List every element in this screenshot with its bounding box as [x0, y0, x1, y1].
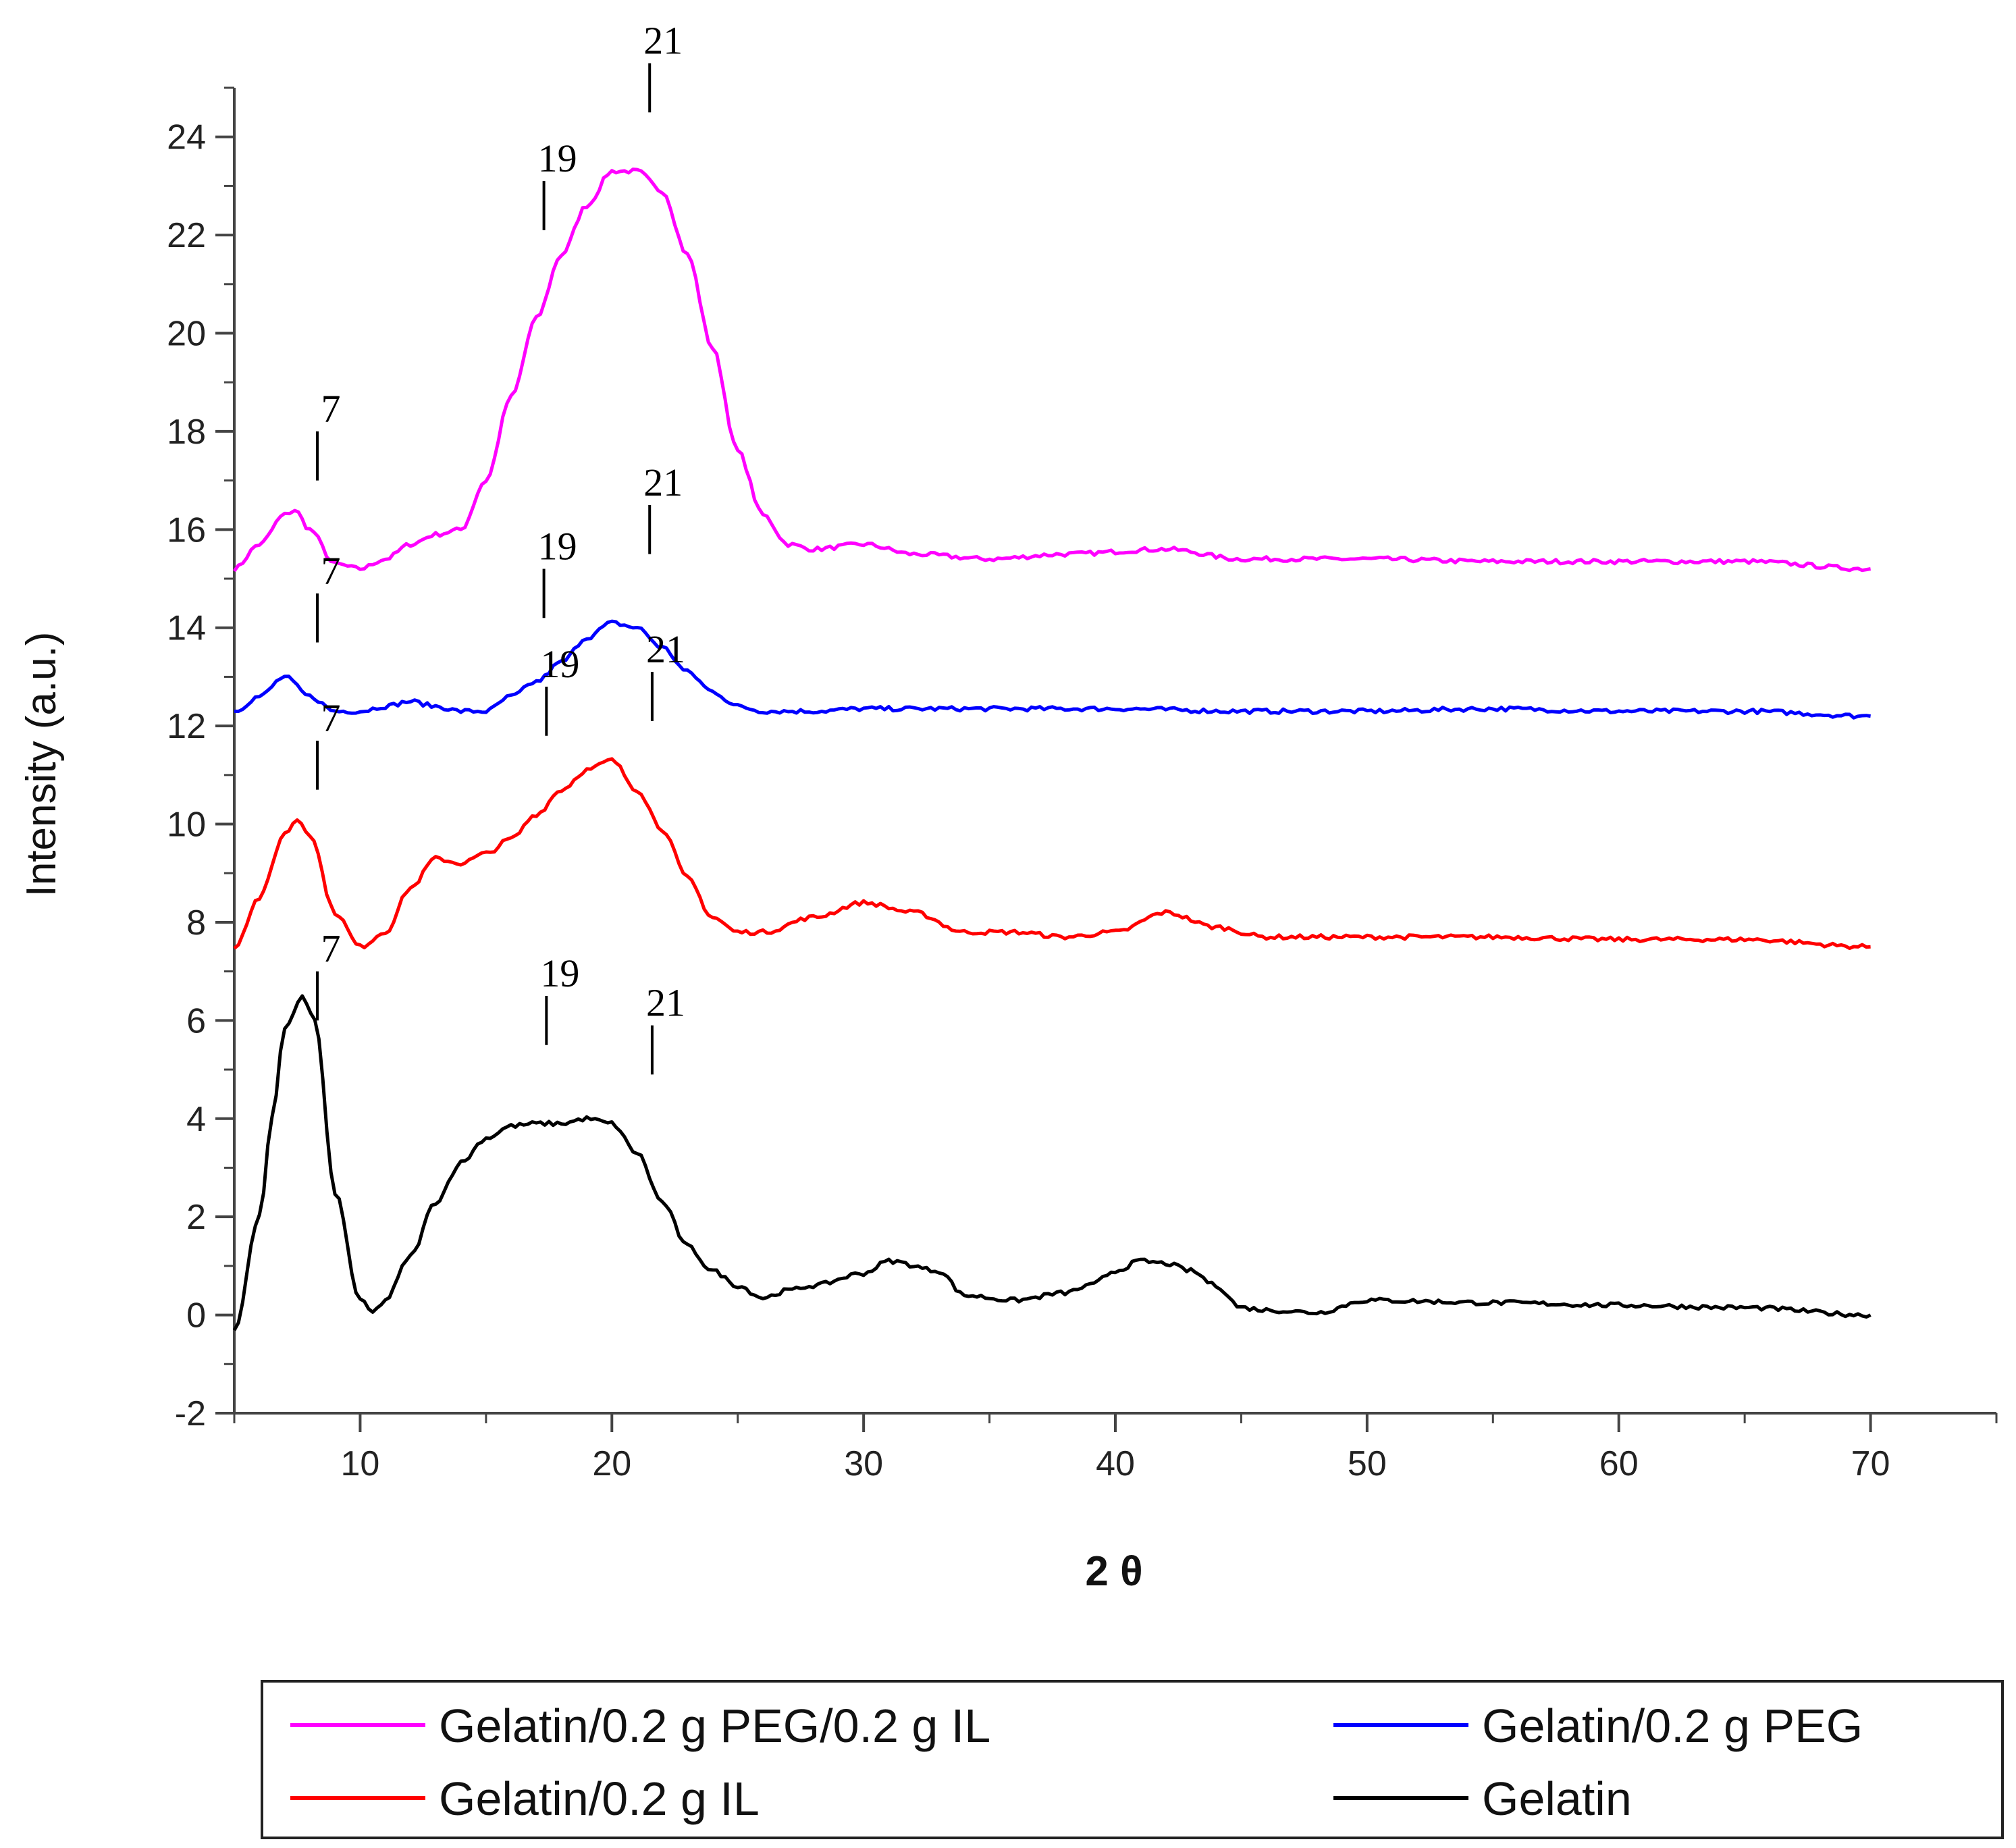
peak-label: 21: [646, 627, 685, 671]
y-tick-label: 14: [167, 609, 206, 648]
y-tick-label: 18: [167, 413, 206, 452]
y-axis-title: Intensity (a.u.): [18, 632, 65, 897]
peak-label: 19: [540, 642, 579, 686]
x-tick-label: 10: [341, 1444, 380, 1483]
series-layer: [232, 167, 1872, 1331]
peak-label: 21: [643, 19, 683, 63]
legend-label: Gelatin/0.2 g PEG: [1482, 1699, 1863, 1752]
legend: Gelatin/0.2 g PEG/0.2 g IL Gelatin/0.2 g …: [261, 1680, 2004, 1839]
series-line-1: [234, 619, 1871, 720]
y-tick-label: 10: [167, 806, 206, 845]
x-tick-label: 50: [1348, 1444, 1387, 1483]
peak-label: 7: [321, 549, 341, 593]
legend-label: Gelatin/0.2 g PEG/0.2 g IL: [439, 1699, 990, 1752]
peak-label: 21: [646, 981, 685, 1025]
peak-label: 21: [643, 460, 683, 504]
y-tick-label: 24: [167, 118, 206, 157]
y-tick-label: 2: [186, 1198, 206, 1237]
y-tick-label: -2: [175, 1394, 206, 1433]
y-tick-label: 8: [186, 903, 206, 943]
x-tick-label: 60: [1599, 1444, 1639, 1483]
y-tick-label: 6: [186, 1001, 206, 1040]
x-tick-label: 20: [592, 1444, 631, 1483]
peak-label: 7: [321, 696, 341, 740]
y-tick-label: 4: [186, 1100, 206, 1139]
annotation-layer: 7 19 21 7 19 21 7 19 21 7 19 21: [316, 19, 685, 1075]
series-line-3: [232, 994, 1872, 1331]
y-tick-label: 0: [186, 1296, 206, 1336]
series-line-0: [232, 167, 1872, 573]
x-axis-title: 2 θ: [1085, 1548, 1142, 1595]
x-tick-label: 40: [1096, 1444, 1135, 1483]
y-tick-label: 16: [167, 510, 206, 550]
peak-label: 7: [321, 927, 341, 971]
peak-label: 19: [540, 951, 579, 995]
series-line-2: [233, 757, 1871, 950]
x-tick-label: 30: [844, 1444, 883, 1483]
legend-label: Gelatin/0.2 g IL: [439, 1772, 760, 1825]
legend-label: Gelatin: [1482, 1772, 1632, 1825]
y-tick-label: 12: [167, 707, 206, 746]
x-tick-label: 70: [1851, 1444, 1890, 1483]
peak-label: 19: [538, 524, 577, 568]
peak-label: 19: [538, 136, 577, 180]
peak-label: 7: [321, 387, 341, 431]
y-tick-label: 22: [167, 216, 206, 255]
y-tick-label: 20: [167, 315, 206, 354]
legend-box: [261, 1680, 2004, 1839]
